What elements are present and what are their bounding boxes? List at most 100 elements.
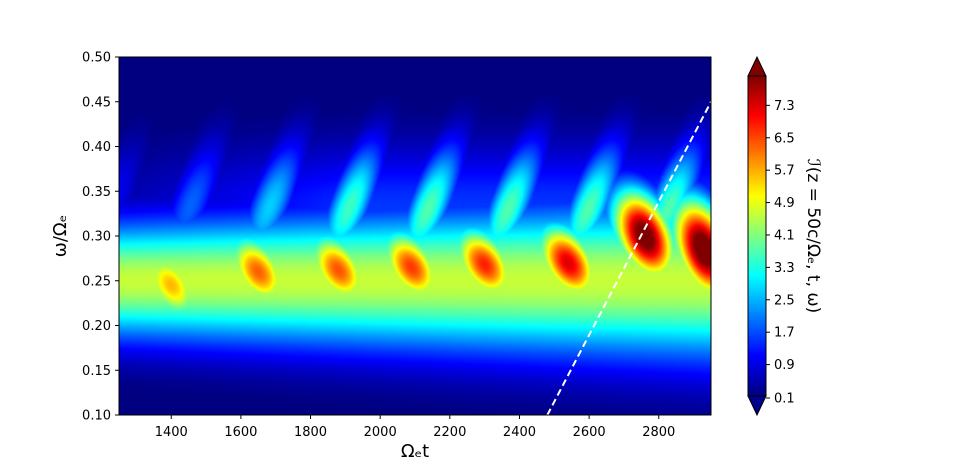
colorbar-segment [748,240,766,243]
colorbar-segment [748,340,766,343]
y-axis: 0.10 0.15 0.20 0.25 0.30 0.35 0.40 0.45 0.50 [82,51,119,424]
colorbar-ticks: 0.1 0.9 1.7 2.5 3.3 4.1 4.9 5.7 6.5 7.3 [766,99,795,407]
colorbar-segment [748,274,766,277]
colorbar-segment [748,206,766,209]
y-tick-label: 0.20 [82,319,111,334]
colorbar-segment [748,92,766,95]
colorbar-segment [748,292,766,295]
colorbar-segment [748,134,766,137]
colorbar-segment [748,298,766,301]
colorbar-segment [748,262,766,265]
colorbar-tick-label: 4.9 [774,196,795,211]
colorbar-segment [748,332,766,335]
y-tick-label: 0.45 [82,95,111,110]
colorbar-segment [748,208,766,211]
colorbar-segment [748,88,766,91]
colorbar-segment [748,366,766,369]
colorbar-segment [748,190,766,193]
colorbar-segment [748,356,766,359]
colorbar-segment [748,186,766,189]
colorbar-tick-label: 0.9 [774,358,795,373]
y-tick-label: 0.50 [82,51,111,66]
colorbar-segment [748,290,766,293]
colorbar-segment [748,110,766,113]
colorbar-segment [748,374,766,377]
colorbar-segment [748,316,766,319]
colorbar-segment [748,158,766,161]
colorbar-segment [748,212,766,215]
colorbar-segment [748,266,766,269]
colorbar-segment [748,154,766,157]
colorbar-segment [748,78,766,81]
colorbar-segment [748,202,766,205]
colorbar-segment [748,118,766,121]
colorbar-segment [748,376,766,379]
y-tick-label: 0.15 [82,364,111,379]
colorbar-segment [748,238,766,241]
colorbar-segment [748,182,766,185]
heatmap-area [119,57,711,415]
colorbar-segment [748,296,766,299]
colorbar: 0.1 0.9 1.7 2.5 3.3 4.1 4.9 5.7 6.5 7.3 [747,55,795,417]
colorbar-segment [748,214,766,217]
colorbar-segment [748,300,766,303]
x-tick-label: 1800 [294,425,327,440]
colorbar-segment [748,184,766,187]
colorbar-segment [748,328,766,331]
colorbar-segment [748,224,766,227]
colorbar-segment [748,128,766,131]
colorbar-segment [748,138,766,141]
colorbar-segment [748,386,766,389]
colorbar-segment [748,382,766,385]
colorbar-segment [748,166,766,169]
colorbar-segment [748,126,766,129]
colorbar-segment [748,284,766,287]
colorbar-segment [748,96,766,99]
colorbar-segment [748,362,766,365]
colorbar-segment [748,226,766,229]
colorbar-segment [748,256,766,259]
colorbar-segment [748,276,766,279]
colorbar-segment [748,282,766,285]
colorbar-segment [748,204,766,207]
colorbar-segment [748,252,766,255]
colorbar-segment [748,144,766,147]
x-tick-label: 2800 [642,425,675,440]
colorbar-segment [748,278,766,281]
colorbar-segment [748,90,766,93]
colorbar-segment [748,310,766,313]
colorbar-segment [748,348,766,351]
colorbar-tick-label: 4.1 [774,228,795,243]
colorbar-extend-top [747,55,767,77]
colorbar-segment [748,162,766,165]
colorbar-segment [748,394,766,397]
colorbar-segment [748,360,766,363]
colorbar-segment [748,318,766,321]
colorbar-segment [748,336,766,339]
colorbar-segment [748,104,766,107]
colorbar-segment [748,302,766,305]
y-tick-label: 0.10 [82,409,111,424]
colorbar-segment [748,200,766,203]
colorbar-segment [748,342,766,345]
colorbar-segment [748,264,766,267]
colorbar-segment [748,100,766,103]
colorbar-segment [748,288,766,291]
colorbar-tick-label: 2.5 [774,293,795,308]
colorbar-segment [748,124,766,127]
colorbar-segment [748,346,766,349]
colorbar-segment [748,102,766,105]
colorbar-segment [748,392,766,395]
colorbar-segment [748,106,766,109]
x-tick-label: 2200 [433,425,466,440]
colorbar-segment [748,286,766,289]
colorbar-segment [748,218,766,221]
colorbar-segment [748,388,766,391]
colorbar-segment [748,142,766,145]
colorbar-segment [748,320,766,323]
colorbar-segment [748,306,766,309]
colorbar-segment [748,180,766,183]
colorbar-segment [748,304,766,307]
colorbar-segment [748,148,766,151]
